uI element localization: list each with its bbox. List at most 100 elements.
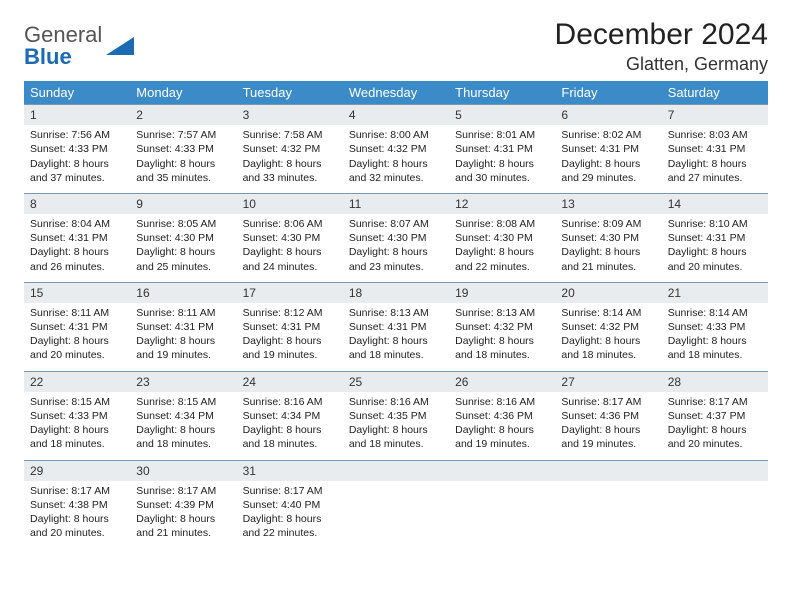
calendar-cell: 12Sunrise: 8:08 AMSunset: 4:30 PMDayligh… [449,193,555,282]
daylight-line: Daylight: 8 hours and 18 minutes. [136,423,230,451]
sunset-line: Sunset: 4:33 PM [30,409,124,423]
sunrise-line: Sunrise: 8:14 AM [561,306,655,320]
weekday-header: Saturday [662,81,768,104]
calendar-cell: 23Sunrise: 8:15 AMSunset: 4:34 PMDayligh… [130,371,236,460]
sunrise-line: Sunrise: 8:11 AM [136,306,230,320]
calendar-cell: 30Sunrise: 8:17 AMSunset: 4:39 PMDayligh… [130,460,236,549]
sunset-line: Sunset: 4:30 PM [455,231,549,245]
sunrise-line: Sunrise: 8:15 AM [136,395,230,409]
daylight-line: Daylight: 8 hours and 18 minutes. [455,334,549,362]
sunrise-line: Sunrise: 7:56 AM [30,128,124,142]
day-body: Sunrise: 7:56 AMSunset: 4:33 PMDaylight:… [24,125,130,193]
sunset-line: Sunset: 4:32 PM [455,320,549,334]
calendar-cell: 2Sunrise: 7:57 AMSunset: 4:33 PMDaylight… [130,104,236,193]
day-number: 5 [449,104,555,125]
day-body: Sunrise: 8:06 AMSunset: 4:30 PMDaylight:… [237,214,343,282]
calendar-row: 22Sunrise: 8:15 AMSunset: 4:33 PMDayligh… [24,371,768,460]
daylight-line: Daylight: 8 hours and 32 minutes. [349,157,443,185]
day-body: Sunrise: 8:17 AMSunset: 4:40 PMDaylight:… [237,481,343,549]
location: Glatten, Germany [555,54,768,75]
daylight-line: Daylight: 8 hours and 22 minutes. [243,512,337,540]
daylight-line: Daylight: 8 hours and 35 minutes. [136,157,230,185]
daylight-line: Daylight: 8 hours and 19 minutes. [455,423,549,451]
day-body: Sunrise: 8:15 AMSunset: 4:33 PMDaylight:… [24,392,130,460]
day-body: Sunrise: 8:16 AMSunset: 4:34 PMDaylight:… [237,392,343,460]
calendar-cell: . [662,460,768,549]
calendar-cell: 25Sunrise: 8:16 AMSunset: 4:35 PMDayligh… [343,371,449,460]
calendar-cell: 26Sunrise: 8:16 AMSunset: 4:36 PMDayligh… [449,371,555,460]
weekday-header: Sunday [24,81,130,104]
day-number: 28 [662,371,768,392]
weekday-header: Wednesday [343,81,449,104]
sunrise-line: Sunrise: 8:17 AM [30,484,124,498]
calendar-cell: 15Sunrise: 8:11 AMSunset: 4:31 PMDayligh… [24,282,130,371]
calendar-cell: 1Sunrise: 7:56 AMSunset: 4:33 PMDaylight… [24,104,130,193]
calendar-cell: 31Sunrise: 8:17 AMSunset: 4:40 PMDayligh… [237,460,343,549]
calendar-cell: 21Sunrise: 8:14 AMSunset: 4:33 PMDayligh… [662,282,768,371]
sunrise-line: Sunrise: 8:16 AM [349,395,443,409]
calendar-row: 29Sunrise: 8:17 AMSunset: 4:38 PMDayligh… [24,460,768,549]
day-body: Sunrise: 8:03 AMSunset: 4:31 PMDaylight:… [662,125,768,193]
sunrise-line: Sunrise: 8:05 AM [136,217,230,231]
day-number: 8 [24,193,130,214]
daylight-line: Daylight: 8 hours and 18 minutes. [349,423,443,451]
sunrise-line: Sunrise: 8:02 AM [561,128,655,142]
day-number: 20 [555,282,661,303]
day-number: 10 [237,193,343,214]
sunset-line: Sunset: 4:34 PM [243,409,337,423]
sunset-line: Sunset: 4:31 PM [136,320,230,334]
triangle-icon [106,33,134,60]
day-body: Sunrise: 8:17 AMSunset: 4:39 PMDaylight:… [130,481,236,549]
calendar-cell: 24Sunrise: 8:16 AMSunset: 4:34 PMDayligh… [237,371,343,460]
calendar-table: Sunday Monday Tuesday Wednesday Thursday… [24,81,768,548]
calendar-row: 8 Sunrise: 8:04 AMSunset: 4:31 PM Daylight… [24,193,768,282]
sunset-line: Sunset: 4:38 PM [30,498,124,512]
day-body: Sunrise: 8:15 AMSunset: 4:34 PMDaylight:… [130,392,236,460]
calendar-cell: 13Sunrise: 8:09 AMSunset: 4:30 PMDayligh… [555,193,661,282]
title-block: December 2024 Glatten, Germany [555,18,768,75]
sunset-line: Sunset: 4:39 PM [136,498,230,512]
daylight-line: Daylight: 8 hours and 20 minutes. [30,334,124,362]
day-number: 27 [555,371,661,392]
sunrise-line: Sunrise: 8:04 AM [30,217,124,231]
daylight-line: Daylight: 8 hours and 23 minutes. [349,245,443,273]
sunset-line: Sunset: 4:33 PM [668,320,762,334]
sunrise-line: Sunrise: 8:09 AM [561,217,655,231]
daylight-line: Daylight: 8 hours and 20 minutes. [668,245,762,273]
day-number: 26 [449,371,555,392]
daylight-line: Daylight: 8 hours and 21 minutes. [561,245,655,273]
day-body: Sunrise: 8:11 AMSunset: 4:31 PMDaylight:… [24,303,130,371]
day-number: 2 [130,104,236,125]
sunset-line: Sunset: 4:30 PM [136,231,230,245]
day-number: 3 [237,104,343,125]
day-number: 23 [130,371,236,392]
sunset-line: Sunset: 4:30 PM [243,231,337,245]
calendar-cell: . [555,460,661,549]
sunrise-line: Sunrise: 8:08 AM [455,217,549,231]
sunrise-line: Sunrise: 8:17 AM [561,395,655,409]
day-body: Sunrise: 8:14 AMSunset: 4:33 PMDaylight:… [662,303,768,371]
sunrise-line: Sunrise: 8:07 AM [349,217,443,231]
day-number: 22 [24,371,130,392]
sunset-line: Sunset: 4:37 PM [668,409,762,423]
sunset-line: Sunset: 4:31 PM [30,231,124,245]
day-body: Sunrise: 8:11 AMSunset: 4:31 PMDaylight:… [130,303,236,371]
sunset-line: Sunset: 4:36 PM [455,409,549,423]
calendar-cell: 9Sunrise: 8:05 AMSunset: 4:30 PMDaylight… [130,193,236,282]
day-body: Sunrise: 8:16 AMSunset: 4:35 PMDaylight:… [343,392,449,460]
sunrise-line: Sunrise: 8:06 AM [243,217,337,231]
weekday-header: Monday [130,81,236,104]
day-number: 21 [662,282,768,303]
sunrise-line: Sunrise: 8:13 AM [349,306,443,320]
daylight-line: Daylight: 8 hours and 19 minutes. [243,334,337,362]
sunrise-line: Sunrise: 8:01 AM [455,128,549,142]
daylight-line: Daylight: 8 hours and 20 minutes. [30,512,124,540]
daylight-line: Daylight: 8 hours and 20 minutes. [668,423,762,451]
day-body: Sunrise: 8:12 AMSunset: 4:31 PMDaylight:… [237,303,343,371]
sunrise-line: Sunrise: 8:17 AM [668,395,762,409]
day-number: 24 [237,371,343,392]
calendar-cell: 11Sunrise: 8:07 AMSunset: 4:30 PMDayligh… [343,193,449,282]
daylight-line: Daylight: 8 hours and 19 minutes. [136,334,230,362]
calendar-cell: 17Sunrise: 8:12 AMSunset: 4:31 PMDayligh… [237,282,343,371]
logo: General Blue [24,24,134,68]
